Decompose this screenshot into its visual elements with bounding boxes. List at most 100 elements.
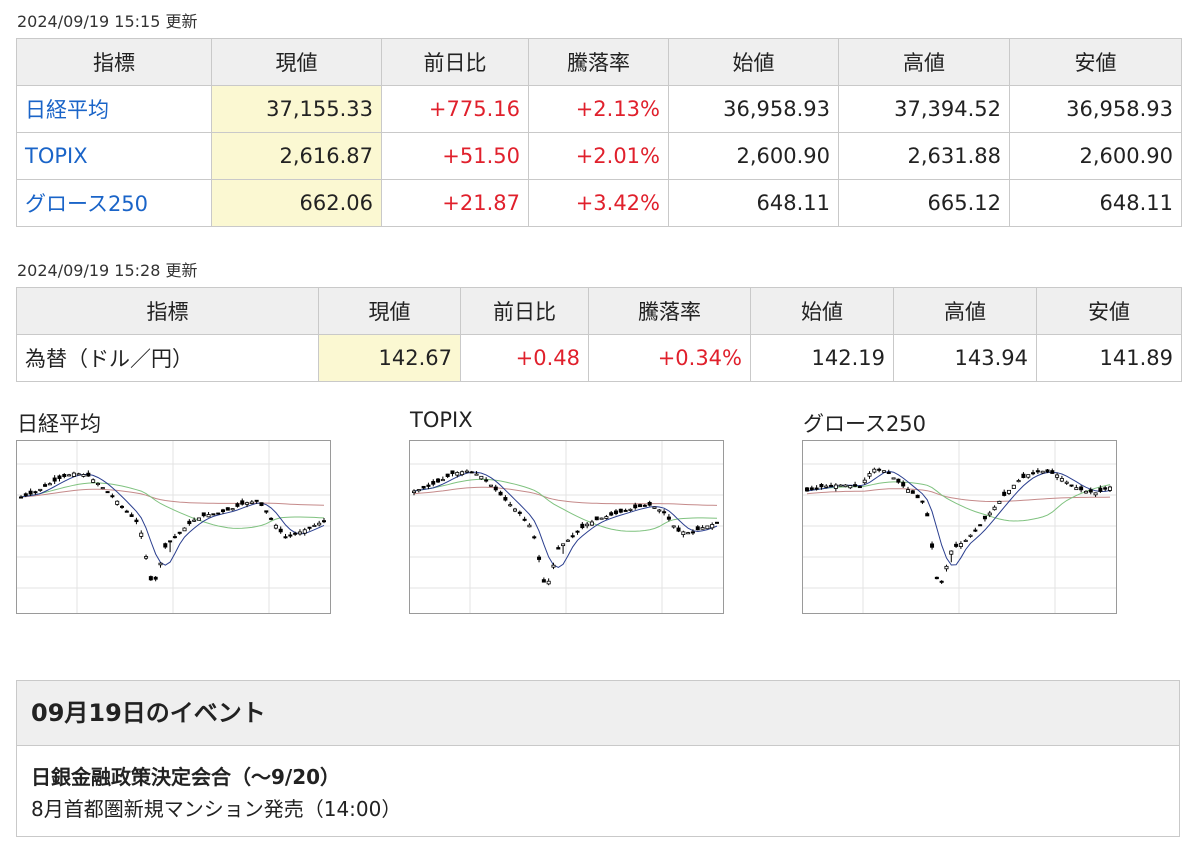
candle-body: [1016, 480, 1021, 483]
chart-title-nikkei: 日経平均: [17, 412, 101, 436]
candle-body: [891, 477, 896, 480]
candlestick: [172, 533, 177, 539]
candle-body: [541, 579, 546, 583]
candlestick: [527, 523, 532, 528]
candlestick: [1006, 489, 1011, 496]
table-row: TOPIX 2,616.87 +51.50 +2.01% 2,600.90 2,…: [16, 132, 1182, 180]
topix-candlestick-chart[interactable]: [409, 440, 724, 614]
candlestick: [700, 525, 705, 530]
low-value: 2,600.90: [1009, 132, 1182, 180]
candle-body: [62, 473, 67, 477]
candle-body: [28, 490, 33, 495]
candle-body: [416, 489, 421, 492]
candle-body: [853, 484, 858, 487]
candlestick: [493, 484, 498, 492]
candlestick: [297, 529, 302, 536]
candlestick: [115, 500, 120, 506]
candlestick: [1069, 484, 1074, 487]
candlestick: [1088, 487, 1093, 495]
candlestick: [930, 541, 935, 550]
candlestick: [633, 502, 638, 510]
candle-body: [517, 511, 522, 514]
candlestick: [479, 475, 484, 480]
candlestick: [522, 516, 527, 522]
candlestick: [317, 520, 322, 527]
candle-body: [819, 484, 824, 488]
short-ma-line: [413, 471, 718, 568]
candle-body: [604, 516, 609, 519]
index-link-nikkei[interactable]: 日経平均: [25, 98, 109, 122]
candle-body: [421, 485, 426, 489]
candle-body: [628, 508, 633, 511]
candle-body: [910, 490, 915, 494]
nikkei-candlestick-chart[interactable]: [16, 440, 331, 614]
candle-body: [120, 505, 125, 508]
candle-body: [182, 527, 187, 532]
candle-body: [100, 487, 105, 490]
candlestick: [925, 511, 930, 517]
candle-body: [589, 521, 594, 526]
index-link-growth250[interactable]: グロース250: [25, 192, 149, 216]
candlestick: [269, 517, 274, 521]
candlestick: [129, 512, 134, 517]
candlestick: [163, 542, 168, 549]
candle-body: [245, 502, 250, 505]
growth250-candlestick-chart[interactable]: [802, 440, 1117, 614]
indices-updated-time: 2024/09/19 15:15 更新: [17, 12, 198, 31]
candle-body: [973, 529, 978, 532]
candlestick: [216, 512, 221, 515]
candlestick: [488, 484, 493, 487]
candlestick: [662, 509, 667, 516]
candlestick: [666, 514, 671, 522]
open-value: 648.11: [668, 179, 839, 227]
candlestick: [211, 513, 216, 516]
candlestick: [498, 490, 503, 496]
candle-body: [814, 487, 819, 490]
candle-body: [23, 493, 28, 496]
candle-body: [939, 580, 944, 583]
candlestick: [124, 509, 129, 513]
candle-body: [1064, 481, 1069, 484]
candle-body: [1098, 487, 1103, 492]
candle-body: [556, 547, 561, 550]
candle-body: [86, 472, 91, 477]
candlestick: [978, 524, 983, 527]
candlestick: [421, 485, 426, 490]
candlestick: [954, 541, 959, 548]
candle-body: [484, 479, 489, 482]
candle-body: [172, 536, 177, 539]
fx-updated-time: 2024/09/19 15:28 更新: [17, 261, 198, 280]
candlestick: [120, 504, 125, 509]
candle-body: [1055, 474, 1060, 478]
candlestick: [264, 510, 269, 514]
candlestick: [110, 493, 115, 499]
candle-body: [464, 470, 469, 473]
candle-body: [877, 468, 882, 471]
candlestick: [862, 477, 867, 485]
candle-body: [633, 504, 638, 509]
candlestick: [809, 485, 814, 491]
candle-body: [450, 470, 455, 475]
candle-body: [115, 500, 120, 505]
candlestick: [436, 477, 441, 483]
candle-body: [671, 525, 676, 528]
candle-body: [321, 520, 326, 523]
candle-body: [896, 478, 901, 483]
column-header: 高値: [838, 38, 1010, 86]
candle-body: [469, 471, 474, 474]
candlestick: [872, 467, 877, 474]
candlestick: [532, 535, 537, 540]
fx-quotes-table: 指標 現値 前日比 騰落率 始値 高値 安値 為替（ドル／円） 142.67 +…: [16, 287, 1182, 382]
candle-body: [551, 564, 556, 568]
candlestick: [95, 482, 100, 487]
candle-body: [105, 491, 110, 494]
candlestick: [240, 498, 245, 506]
candle-body: [1035, 470, 1040, 473]
index-link-topix[interactable]: TOPIX: [25, 144, 88, 168]
chart-title-topix: TOPIX: [410, 408, 473, 432]
candlestick: [570, 532, 575, 539]
candlestick: [657, 509, 662, 514]
candle-body: [317, 522, 322, 526]
candle-body: [1059, 478, 1064, 482]
event-item: 8月首都圏新規マンション発売（14:00）: [31, 797, 402, 821]
